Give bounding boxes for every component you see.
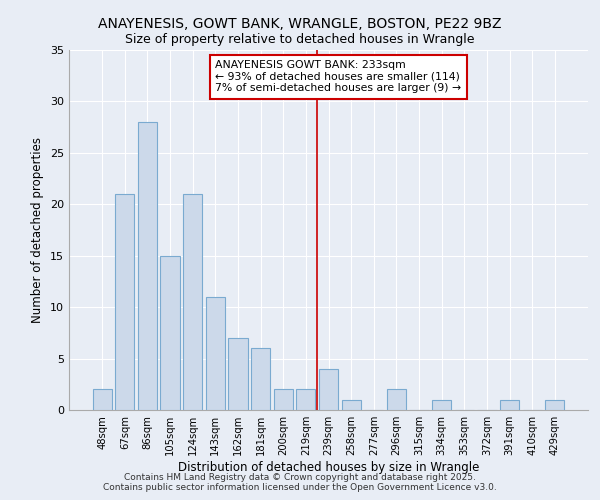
Bar [500,400,519,410]
Bar [274,390,293,410]
Bar [138,122,157,410]
Bar [206,297,225,410]
Bar [251,348,270,410]
Bar [160,256,180,410]
Text: Size of property relative to detached houses in Wrangle: Size of property relative to detached ho… [125,32,475,46]
Text: ANAYENESIS, GOWT BANK, WRANGLE, BOSTON, PE22 9BZ: ANAYENESIS, GOWT BANK, WRANGLE, BOSTON, … [98,18,502,32]
Y-axis label: Number of detached properties: Number of detached properties [31,137,44,323]
Bar [341,400,361,410]
Text: ANAYENESIS GOWT BANK: 233sqm
← 93% of detached houses are smaller (114)
7% of se: ANAYENESIS GOWT BANK: 233sqm ← 93% of de… [215,60,461,94]
Text: Contains HM Land Registry data © Crown copyright and database right 2025.
Contai: Contains HM Land Registry data © Crown c… [103,473,497,492]
Bar [432,400,451,410]
Bar [319,369,338,410]
Bar [115,194,134,410]
Bar [387,390,406,410]
Bar [296,390,316,410]
Bar [92,390,112,410]
X-axis label: Distribution of detached houses by size in Wrangle: Distribution of detached houses by size … [178,461,479,474]
Bar [183,194,202,410]
Bar [545,400,565,410]
Bar [229,338,248,410]
